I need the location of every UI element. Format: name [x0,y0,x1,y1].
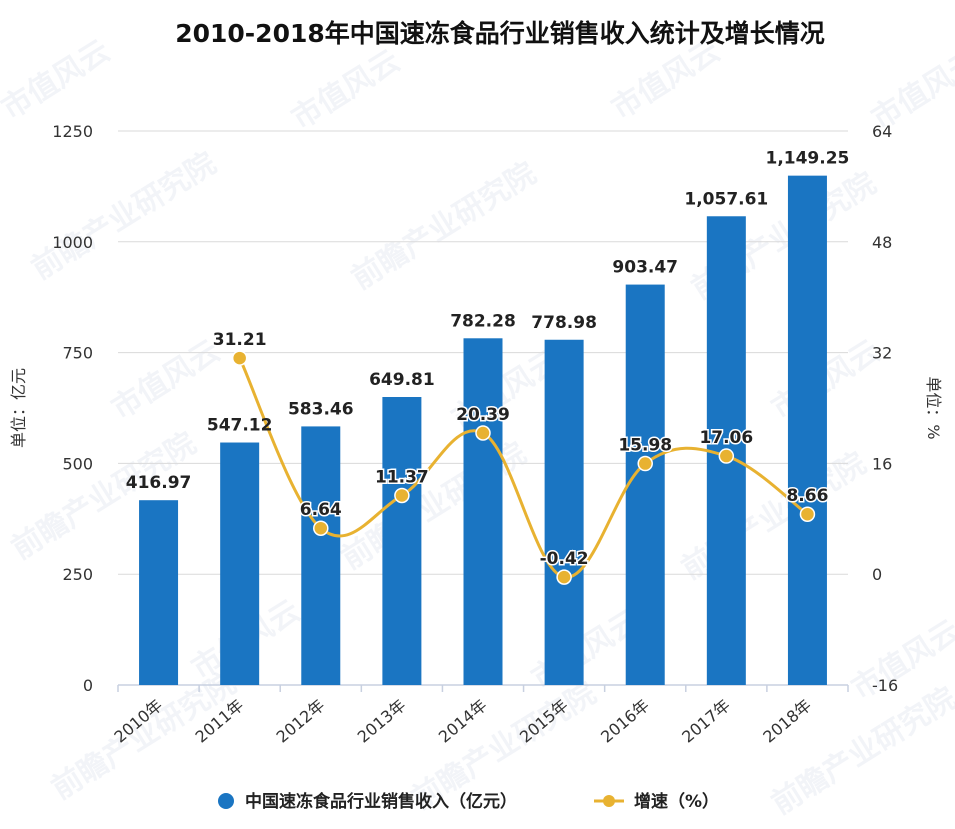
y-right-tick-label: 16 [872,454,892,473]
growth-point [313,520,329,536]
watermark-text: 前瞻产业研究院 [346,156,543,297]
legend-line-dot [603,795,615,807]
growth-point [231,350,248,366]
y-left-tick-label: 1250 [52,122,93,141]
line-layer [231,350,816,585]
bar-value-label: 649.81 [369,370,435,390]
bar-value-label: 583.46 [288,399,354,419]
legend-bar-label: 中国速冻食品行业销售收入（亿元） [245,791,517,812]
bar-value-label: 903.47 [612,258,678,278]
y-right-axis-title: 单位：% [924,376,943,439]
bar-value-label: 1,057.61 [684,189,768,209]
legend-line-label: 增速（%） [634,791,719,812]
bar-value-label: 782.28 [450,311,516,331]
growth-point [718,448,735,464]
legend: 中国速冻食品行业销售收入（亿元） 增速（%） [218,791,719,812]
bar [544,339,584,685]
bar [382,397,422,685]
growth-value-label: 11.37 [375,467,429,487]
bar [787,175,827,685]
growth-point [394,487,410,504]
y-right-tick-label: -16 [872,676,898,695]
watermark-text: 前瞻产业研究院 [676,446,873,587]
x-tick-label: 2012年 [273,696,329,747]
watermark-text: 市值风云 [0,34,116,127]
watermark-text: 市值风云 [106,334,226,427]
y-left-tick-label: 1000 [52,233,93,252]
growth-point [475,425,491,441]
growth-point [556,569,572,585]
bar [625,284,665,685]
growth-value-label: 20.39 [456,405,510,425]
growth-point [637,455,653,472]
watermark-text: 市值风云 [286,44,406,137]
growth-value-label: 15.98 [618,436,672,456]
bar-value-label: 1,149.25 [765,149,849,169]
y-right-tick-label: 48 [872,233,892,252]
x-tick-label: 2016年 [597,696,653,747]
y-left-tick-label: 0 [83,676,93,695]
bar-value-label: 547.12 [207,416,273,436]
bar [463,338,503,685]
chart-title: 2010-2018年中国速冻食品行业销售收入统计及增长情况 [175,19,825,48]
x-tick-label: 2018年 [759,696,815,747]
bar-value-label: 416.97 [126,473,192,493]
x-tick-label: 2017年 [678,696,734,747]
bar-value-label: 778.98 [531,313,597,333]
growth-value-label: -0.42 [540,549,589,569]
y-left-axis-title: 单位：亿元 [9,368,28,448]
growth-value-label: 6.64 [300,500,342,520]
growth-value-label: 8.66 [786,486,828,506]
x-tick-label: 2013年 [354,696,410,747]
y-left-tick-label: 750 [62,344,93,363]
growth-value-label: 31.21 [213,330,267,350]
label-layer: 416.97 547.12 583.46 649.81 782.28 778.98 903.… [126,149,850,571]
y-right-tick-label: 0 [872,565,882,584]
y-right-tick-label: 64 [872,122,892,141]
y-right-tick-label: 32 [872,344,892,363]
y-left-tick-label: 500 [62,454,93,473]
legend-bar-marker [218,793,234,809]
watermark-text: 前瞻产业研究院 [26,146,223,287]
growth-point [799,506,816,522]
bar-layer [139,175,827,685]
y-left-tick-label: 250 [62,565,93,584]
growth-value-label: 17.06 [699,428,753,448]
bar [220,442,260,685]
bar [139,500,179,685]
bar [301,426,341,685]
